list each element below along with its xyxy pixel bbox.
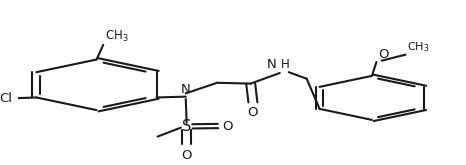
- Text: S: S: [182, 119, 192, 134]
- Text: O: O: [247, 106, 258, 119]
- Text: N: N: [181, 83, 191, 96]
- Text: CH$_3$: CH$_3$: [104, 29, 128, 44]
- Text: CH$_3$: CH$_3$: [407, 40, 429, 54]
- Text: O: O: [222, 119, 233, 132]
- Text: Cl: Cl: [0, 92, 12, 105]
- Text: O: O: [378, 48, 388, 61]
- Text: H: H: [281, 58, 290, 71]
- Text: N: N: [267, 58, 277, 71]
- Text: O: O: [181, 149, 192, 162]
